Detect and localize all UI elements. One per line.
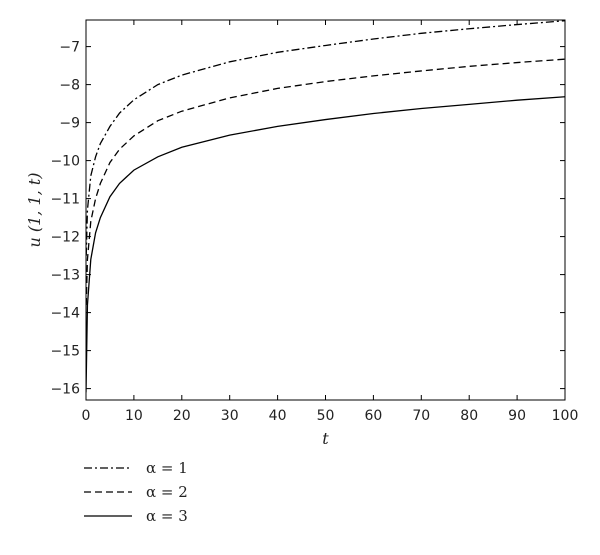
x-tick-label: 30 (221, 408, 239, 424)
y-axis-label: u (1, 1, t) (25, 172, 44, 247)
plot-frame (85, 19, 566, 401)
y-tick-label: −14 (50, 306, 80, 322)
x-tick-label: 20 (173, 408, 191, 424)
x-tick-label: 50 (317, 408, 335, 424)
x-tick-label: 0 (82, 408, 91, 424)
legend: α = 1 α = 2 α = 3 (84, 459, 188, 525)
y-tick-label: −11 (50, 192, 80, 208)
x-tick-label: 60 (364, 408, 382, 424)
y-tick-label: −8 (59, 78, 80, 94)
y-tick-label: −13 (50, 268, 80, 284)
x-tick-label: 10 (125, 408, 143, 424)
x-tick-label: 40 (269, 408, 287, 424)
x-tick-label: 100 (552, 408, 579, 424)
y-tick-label: −16 (50, 382, 80, 398)
x-tick-label: 80 (460, 408, 478, 424)
series-lines (86, 20, 565, 393)
legend-label-3: α = 3 (146, 507, 188, 525)
y-tick-label: −9 (59, 116, 80, 132)
y-tick-label: −7 (59, 40, 80, 56)
y-tick-label: −10 (50, 154, 80, 170)
x-axis-label: t (322, 429, 329, 448)
x-tick-label: 70 (412, 408, 430, 424)
legend-label-2: α = 2 (146, 483, 188, 501)
series-line-1 (86, 20, 565, 256)
series-line-3 (86, 96, 565, 393)
legend-label-1: α = 1 (146, 459, 188, 477)
axis-ticks: 0 10 20 30 40 50 60 70 80 90 100 −16 −15 −14 −13 −12 −11… (50, 20, 578, 424)
x-tick-label: 90 (508, 408, 526, 424)
y-tick-label: −15 (50, 344, 80, 360)
y-tick-label: −12 (50, 230, 80, 246)
series-line-2 (86, 58, 565, 306)
